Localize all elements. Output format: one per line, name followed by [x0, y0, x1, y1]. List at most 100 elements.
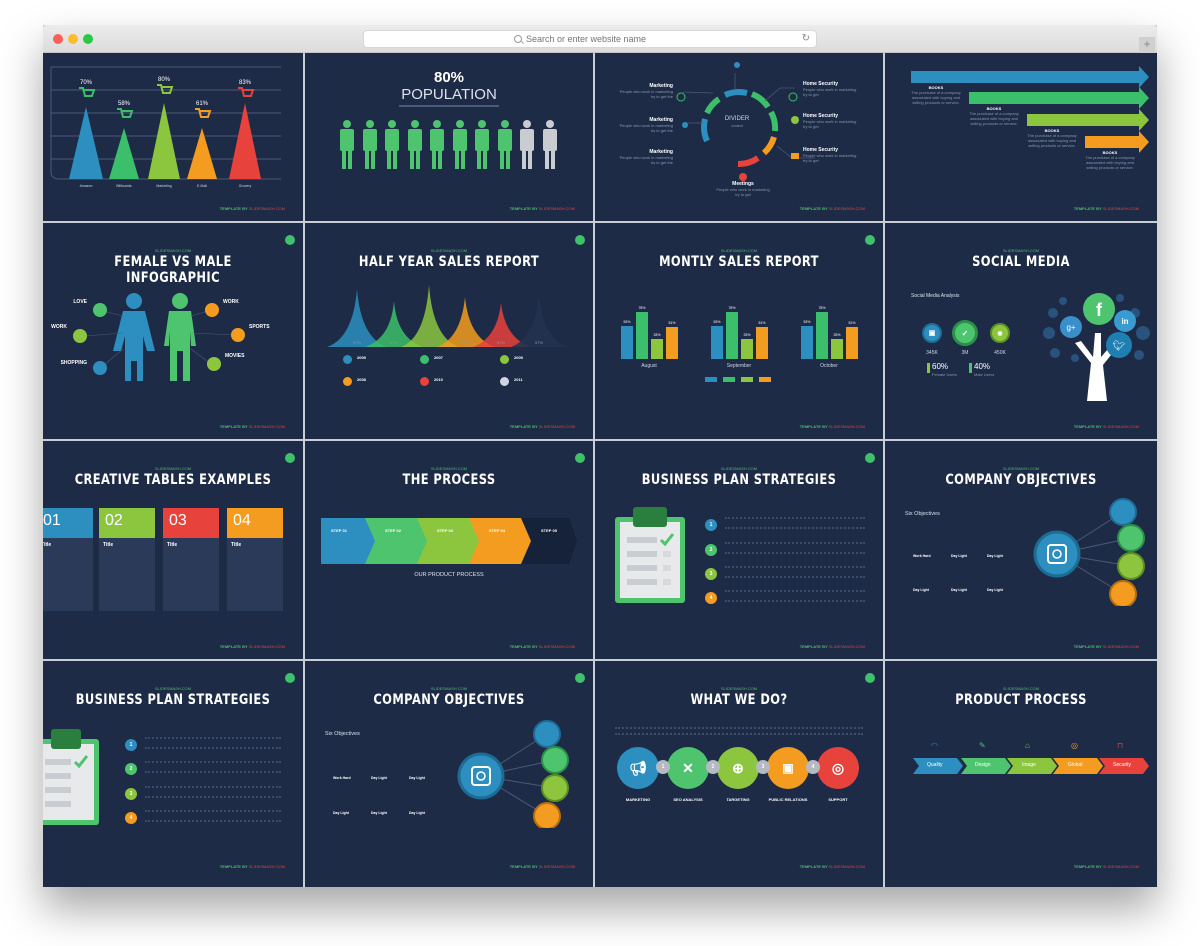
slide-badge	[285, 673, 295, 683]
slide-title: COMPANY OBJECTIVES	[373, 692, 525, 708]
slide-gallery: 70% 58% 80% 61% 83% Amazon Billboards M	[43, 53, 1157, 887]
slide-half-year[interactable]: SLIDESMASH.COM HALF YEAR SALES REPORT 57…	[305, 223, 593, 439]
table-card: 04 Title	[227, 508, 283, 611]
objectives-hub	[457, 720, 569, 828]
divider-ring	[676, 62, 815, 181]
slide-footer: TEMPLATE BY SLIDESMASH.COM	[1073, 864, 1139, 869]
svg-text:f: f	[1096, 300, 1103, 320]
divider-right-item-2: Home Security People who work in marketi…	[803, 113, 857, 129]
slide-title: COMPANY OBJECTIVES	[945, 472, 1097, 488]
cone-chart: 70% 58% 80% 61% 83% Amazon Billboards M	[50, 66, 281, 188]
year-icon	[420, 377, 429, 386]
slide-social-media[interactable]: SLIDESMASH.COM SOCIAL MEDIA Social Media…	[885, 223, 1157, 439]
svg-text:33%: 33%	[743, 333, 750, 337]
slide-footer: TEMPLATE BY SLIDESMASH.COM	[1073, 206, 1139, 211]
year-icon	[343, 355, 352, 364]
slide-creative-tables[interactable]: SLIDESMASH.COM CREATIVE TABLES EXAMPLES …	[43, 441, 303, 659]
slide-female-male[interactable]: SLIDESMASH.COM FEMALE VS MALE INFOGRAPHI…	[43, 223, 303, 439]
slide-footer: TEMPLATE BY SLIDESMASH.COM	[509, 644, 575, 649]
divider-bottom-item: Meetings People who work in marketing tr…	[716, 181, 770, 197]
svg-text:Grocery: Grocery	[239, 184, 252, 188]
svg-text:70%: 70%	[80, 80, 93, 86]
year-icon	[500, 377, 509, 386]
year-icon	[420, 355, 429, 364]
divider-left-item-2: Marketing People who work in marketing t…	[619, 117, 673, 133]
wifi-icon: ◠	[931, 741, 938, 750]
slide-footer: TEMPLATE BY SLIDESMASH.COM	[799, 424, 865, 429]
svg-text:53%: 53%	[713, 320, 720, 324]
svg-text:53%: 53%	[623, 320, 630, 324]
slide-title: HALF YEAR SALES REPORT	[358, 254, 540, 270]
vine-icon: ◉	[990, 323, 1010, 343]
process-chevrons	[321, 518, 577, 564]
reload-icon[interactable]: ↻	[801, 33, 810, 44]
svg-text:August: August	[641, 363, 657, 369]
slide-divider[interactable]: DIVIDER content Marketing People who wor…	[595, 53, 883, 221]
slide-title: CREATIVE TABLES EXAMPLES	[74, 472, 272, 488]
svg-text:78%: 78%	[818, 306, 825, 310]
peak-chart	[327, 285, 567, 347]
slide-badge	[575, 235, 585, 245]
slide-badge	[575, 673, 585, 683]
people-icons	[340, 120, 557, 169]
new-tab-button[interactable]: +	[1139, 37, 1155, 53]
lifebuoy-icon: ◎	[817, 747, 859, 789]
slide-badge	[285, 235, 295, 245]
slide-company-objectives-2[interactable]: SLIDESMASH.COM COMPANY OBJECTIVES Six Ob…	[305, 661, 593, 887]
browser-window: ↻ + 70%	[43, 25, 1157, 887]
divider-left-item-3: Marketing People who work in marketing t…	[619, 149, 673, 165]
arrow-bars	[911, 66, 1149, 153]
svg-text:51%: 51%	[758, 321, 765, 325]
slide-footer: TEMPLATE BY SLIDESMASH.COM	[799, 864, 865, 869]
slide-cone-chart[interactable]: 70% 58% 80% 61% 83% Amazon Billboards M	[43, 53, 303, 221]
product-chevrons	[913, 758, 1149, 774]
arrow-item-1: BOOKS The purchase of a company associat…	[911, 85, 961, 105]
table-card: 03 Title	[163, 508, 219, 611]
slide-company-objectives-1[interactable]: SLIDESMASH.COM COMPANY OBJECTIVES Six Ob…	[885, 441, 1157, 659]
target-icon: ⊕	[717, 747, 759, 789]
address-bar[interactable]: ↻	[363, 30, 817, 48]
table-card: 02 Title	[99, 508, 155, 611]
slide-title: BUSINESS PLAN STRATEGIES	[75, 692, 271, 708]
tools-icon: ✕	[667, 747, 709, 789]
slide-the-process[interactable]: SLIDESMASH.COM THE PROCESS STEP 01 STEP …	[305, 441, 593, 659]
svg-text:33%: 33%	[833, 333, 840, 337]
slide-arrows[interactable]: BOOKS The purchase of a company associat…	[885, 53, 1157, 221]
maximize-window-button[interactable]	[83, 34, 93, 44]
slide-monthly-sales[interactable]: SLIDESMASH.COM MONTLY SALES REPORT	[595, 223, 883, 439]
slide-title: PRODUCT PROCESS	[955, 692, 1087, 708]
table-card: 01 Title	[43, 508, 93, 611]
address-input[interactable]	[526, 34, 666, 44]
svg-text:80%: 80%	[158, 77, 171, 83]
male-icon	[969, 363, 972, 373]
twitter-icon: ✓	[952, 320, 978, 346]
arrow-item-3: BOOKS The purchase of a company associat…	[1027, 128, 1077, 148]
slide-title: WHAT WE DO?	[690, 692, 788, 708]
slide-product-process[interactable]: SLIDESMASH.COM PRODUCT PROCESS ◠ ✎ ⌂ ◎ ⊓…	[885, 661, 1157, 887]
slide-title: THE PROCESS	[402, 472, 496, 488]
svg-text:Marketing: Marketing	[156, 184, 171, 188]
slide-title: SOCIAL MEDIA	[972, 254, 1070, 270]
slide-business-plan-2[interactable]: SLIDESMASH.COM BUSINESS PLAN STRATEGIES …	[43, 661, 303, 887]
slide-what-we-do[interactable]: SLIDESMASH.COM WHAT WE DO? 📢︎ ✕ ⊕ ▣ ◎ 1 …	[595, 661, 883, 887]
slide-footer: TEMPLATE BY SLIDESMASH.COM	[799, 206, 865, 211]
svg-text:🐦︎: 🐦︎	[1113, 340, 1126, 352]
slide-population[interactable]: 80% POPULATION	[305, 53, 593, 221]
clipboard-icon	[43, 729, 99, 825]
svg-text:58%: 58%	[118, 101, 131, 107]
slide-footer: TEMPLATE BY SLIDESMASH.COM	[219, 206, 285, 211]
social-heading: Social Media Analysis	[911, 293, 960, 299]
svg-text:E-Mall: E-Mall	[197, 184, 207, 188]
slide-business-plan-1[interactable]: SLIDESMASH.COM BUSINESS PLAN STRATEGIES …	[595, 441, 883, 659]
svg-text:78%: 78%	[728, 306, 735, 310]
svg-text:October: October	[820, 363, 838, 369]
arrow-item-2: BOOKS The purchase of a company associat…	[969, 106, 1019, 126]
svg-text:78%: 78%	[638, 306, 645, 310]
svg-text:61%: 61%	[196, 101, 209, 107]
slide-footer: TEMPLATE BY SLIDESMASH.COM	[799, 644, 865, 649]
minimize-window-button[interactable]	[68, 34, 78, 44]
svg-text:September: September	[727, 363, 752, 369]
pencil-icon: ✎	[979, 741, 986, 750]
slide-footer: TEMPLATE BY SLIDESMASH.COM	[509, 206, 575, 211]
close-window-button[interactable]	[53, 34, 63, 44]
